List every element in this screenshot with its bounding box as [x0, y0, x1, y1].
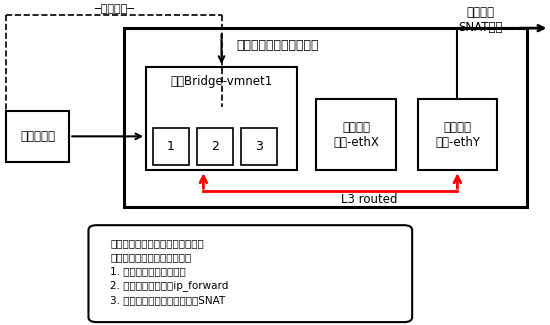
Text: 1: 1 [167, 140, 175, 153]
FancyBboxPatch shape [241, 128, 277, 165]
Text: 真实机器
网卡-ethX: 真实机器 网卡-ethX [333, 121, 379, 149]
FancyBboxPatch shape [89, 225, 412, 322]
Text: 3: 3 [255, 140, 263, 153]
Text: 真实网卡
SNAT发出: 真实网卡 SNAT发出 [459, 6, 503, 33]
FancyBboxPatch shape [146, 67, 297, 170]
FancyBboxPatch shape [316, 99, 395, 170]
FancyBboxPatch shape [124, 28, 527, 207]
Text: ─默认网关─: ─默认网关─ [94, 4, 134, 14]
Text: 2: 2 [211, 140, 219, 153]
Text: 虚拟机网卡: 虚拟机网卡 [20, 130, 55, 143]
FancyBboxPatch shape [197, 128, 233, 165]
Text: 虚拟Bridge-vmnet1: 虚拟Bridge-vmnet1 [170, 75, 273, 88]
Text: 真实机器可见的网卡设备: 真实机器可见的网卡设备 [236, 39, 318, 52]
FancyBboxPatch shape [153, 128, 189, 165]
FancyBboxPatch shape [417, 99, 497, 170]
Text: 真实机器相当于虚拟机的路由器。
若想虚拟机接入外网，需要：
1. 在虚拟机上配置路由；
2. 在真实机器上打开ip_forward
3. 在真实机器的相关网卡上: 真实机器相当于虚拟机的路由器。 若想虚拟机接入外网，需要： 1. 在虚拟机上配置… [111, 238, 229, 305]
Text: L3 routed: L3 routed [342, 193, 398, 206]
Text: 真实机器
网卡-ethY: 真实机器 网卡-ethY [435, 121, 480, 149]
FancyBboxPatch shape [6, 111, 69, 162]
